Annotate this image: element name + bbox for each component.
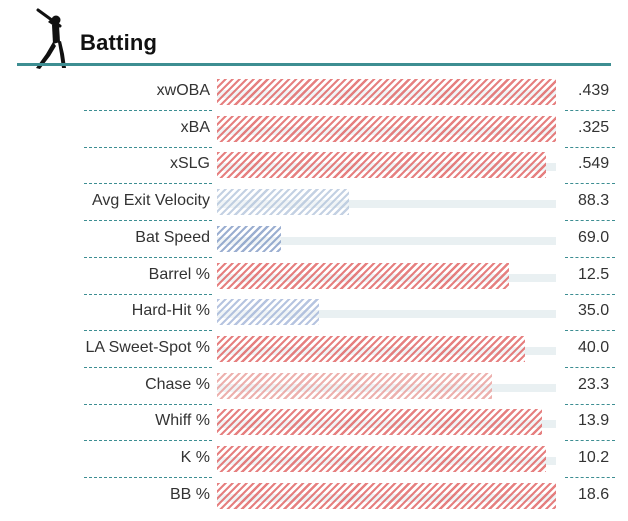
metric-row: Whiff % 13.9 [0, 406, 628, 443]
metric-track [217, 310, 556, 319]
row-divider [84, 366, 212, 368]
metric-bar [217, 409, 543, 436]
metric-row: Chase % 23.3 [0, 370, 628, 407]
row-divider [565, 146, 615, 148]
metric-bar [217, 79, 556, 105]
metric-label: Hard-Hit % [131, 302, 210, 320]
metric-bar [217, 115, 556, 142]
row-divider [565, 110, 615, 111]
row-divider [565, 220, 615, 222]
row-divider [565, 403, 615, 405]
metric-row: Bat Speed 69.0 [0, 223, 628, 260]
row-divider [84, 403, 212, 405]
metric-label: LA Sweet-Spot % [85, 338, 210, 356]
metric-row: xSLG .549 [0, 149, 628, 186]
metric-row: LA Sweet-Spot % 40.0 [0, 333, 628, 370]
metric-track [217, 200, 556, 209]
row-divider [84, 146, 212, 148]
row-divider [565, 366, 615, 368]
row-divider [565, 440, 615, 442]
metric-bar [217, 446, 546, 472]
metric-value: .325 [578, 118, 610, 136]
metric-label: Chase % [145, 375, 210, 393]
metric-label: xwOBA [156, 82, 210, 99]
metric-row: xBA .325 [0, 113, 628, 150]
row-divider [84, 220, 212, 222]
row-divider [565, 256, 615, 258]
metric-label: BB % [169, 485, 210, 503]
row-divider [565, 183, 615, 185]
metric-label: K % [180, 449, 210, 466]
batter-silhouette-icon [36, 8, 66, 69]
row-divider [565, 293, 615, 295]
metric-bar [217, 225, 282, 252]
metric-track [217, 236, 556, 245]
metric-label: Bat Speed [135, 228, 210, 246]
row-divider [84, 440, 212, 442]
metric-label: Avg Exit Velocity [92, 192, 210, 210]
metric-value: .439 [578, 82, 610, 99]
metric-row: Hard-Hit % 35.0 [0, 296, 628, 333]
row-divider [84, 330, 212, 332]
metric-label: xBA [180, 118, 210, 136]
metric-label: xSLG [169, 155, 210, 173]
metric-bar [217, 152, 546, 179]
row-divider [565, 330, 615, 332]
metric-value: 35.0 [578, 302, 610, 320]
row-divider [84, 110, 212, 111]
row-divider [84, 293, 212, 295]
metric-value: 13.9 [578, 412, 610, 430]
header-divider [17, 63, 611, 66]
metric-value: 10.2 [578, 449, 610, 466]
metric-value: 12.5 [578, 265, 610, 283]
row-divider [84, 477, 212, 478]
metric-bar [217, 335, 526, 362]
metric-row: xwOBA .439 [0, 76, 628, 113]
metric-value: .549 [578, 155, 610, 173]
metric-bar [217, 372, 492, 399]
row-divider [84, 183, 212, 185]
metric-label: Barrel % [148, 265, 210, 283]
metric-row: Barrel % 12.5 [0, 260, 628, 297]
metric-value: 40.0 [578, 338, 610, 356]
metric-value: 88.3 [578, 192, 610, 210]
metric-bar [217, 262, 509, 289]
section-header: Batting [0, 0, 628, 70]
metric-bar [217, 482, 556, 509]
row-divider [84, 256, 212, 258]
metric-value: 18.6 [578, 485, 610, 503]
metric-row: K % 10.2 [0, 443, 628, 480]
metric-row: BB % 18.6 [0, 480, 628, 517]
metric-value: 69.0 [578, 228, 610, 246]
metric-label: Whiff % [155, 412, 210, 430]
metric-bar [217, 299, 319, 326]
metric-bar [217, 189, 350, 216]
metric-row: Avg Exit Velocity 88.3 [0, 186, 628, 223]
section-title: Batting [80, 30, 158, 55]
metric-value: 23.3 [578, 375, 610, 393]
row-divider [565, 477, 615, 478]
